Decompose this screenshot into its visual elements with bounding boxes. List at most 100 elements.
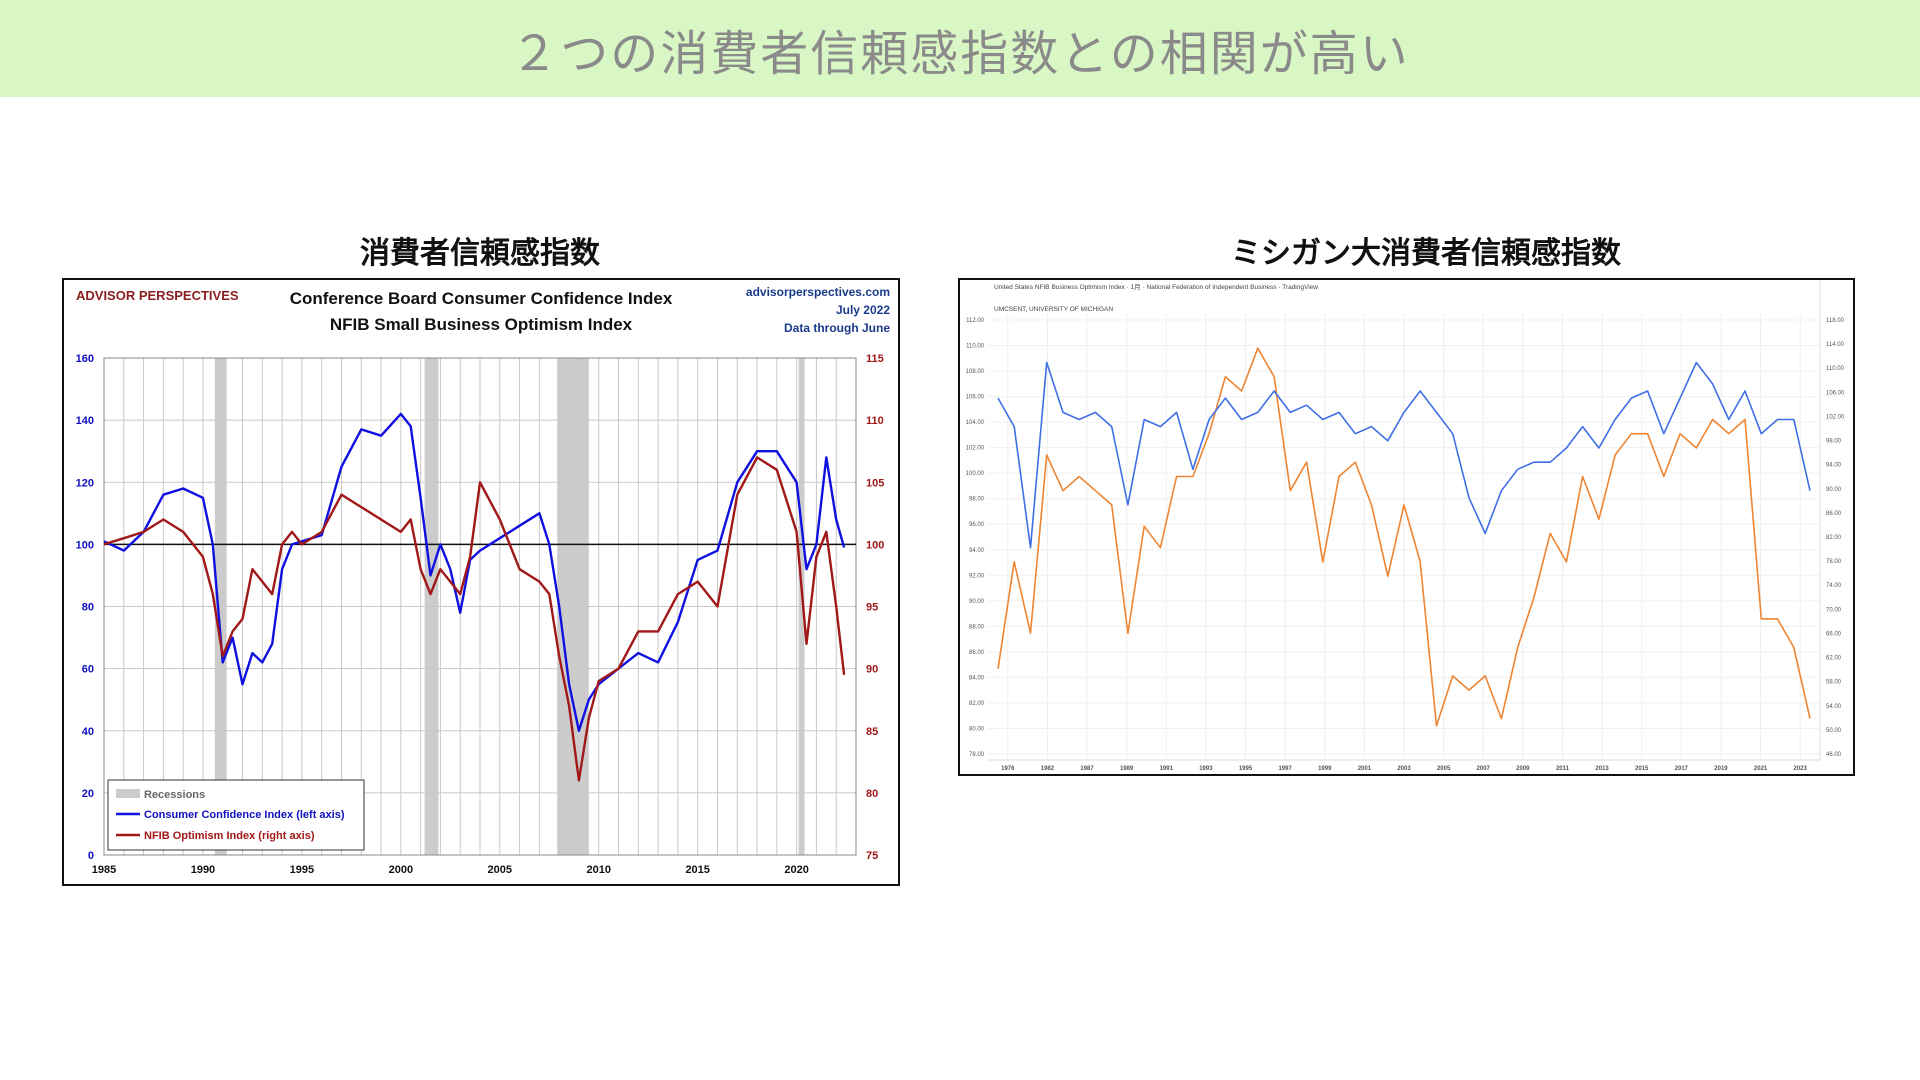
x-axis-tick-label: 1991	[1160, 766, 1174, 772]
right-axis-tick-label: 46.00	[1826, 752, 1842, 758]
right-axis-tick-label: 98.00	[1826, 439, 1842, 445]
x-axis-tick-label: 2007	[1477, 766, 1491, 772]
right-axis-tick-label: 75	[866, 850, 878, 862]
right-axis-tick-label: 110.00	[1826, 366, 1845, 372]
legend-nfib-label: NFIB Optimism Index (right axis)	[144, 830, 315, 842]
chart-title: Conference Board Consumer Confidence Ind…	[290, 289, 673, 308]
x-axis-tick-label: 2015	[1635, 766, 1649, 772]
title-banner: ２つの消費者信頼感指数との相関が高い	[0, 0, 1920, 97]
left-axis-tick-label: 100.00	[966, 471, 985, 477]
conference-board-chart-svg: 0 20 40 60 80 100 120 140 160 75 80 85 90 95 100 105 110…	[76, 285, 891, 876]
nfib-optimism-line	[103, 456, 846, 782]
x-axis-tick-label: 1985	[92, 864, 116, 876]
source-label: advisorperspectives.com	[746, 285, 890, 299]
right-panel-title: ミシガン大消費者信頼感指数	[1231, 236, 1621, 271]
nfib-business-optimism-line	[997, 361, 1811, 549]
left-axis-tick-label: 86.00	[969, 650, 985, 656]
data-through-label: Data through June	[784, 321, 890, 335]
right-axis-tick-label: 110	[866, 415, 884, 427]
left-axis-tick-label: 60	[82, 664, 94, 676]
legend-recessions-label: Recessions	[144, 789, 205, 801]
x-axis-tick-label: 1976	[1001, 766, 1015, 772]
x-axis-tick-label: 1982	[1041, 766, 1055, 772]
plot-frame	[103, 357, 857, 856]
left-axis-tick-label: 92.00	[969, 573, 985, 579]
x-axis-tick-label: 2000	[389, 864, 413, 876]
right-axis-tick-label: 106.00	[1826, 390, 1845, 396]
left-axis-tick-label: 96.00	[969, 522, 985, 528]
x-axis-tick-label: 1987	[1080, 766, 1094, 772]
left-axis-tick-label: 110.00	[966, 344, 985, 350]
left-axis-tick-label: 88.00	[969, 624, 985, 630]
left-axis-tick-label: 90.00	[969, 599, 985, 605]
left-axis-tick-label: 120	[76, 477, 94, 489]
left-axis-tick-label: 20	[82, 788, 94, 800]
x-axis-tick-label: 2023	[1794, 766, 1808, 772]
left-axis-tick-label: 100	[76, 539, 94, 551]
left-axis-tick-label: 80.00	[969, 726, 985, 732]
left-axis-tick-label: 80	[82, 602, 94, 614]
right-axis-tick-label: 90	[866, 664, 878, 676]
x-axis-tick-label: 1990	[191, 864, 215, 876]
left-axis-tick-label: 84.00	[969, 675, 985, 681]
x-axis-tick-label: 2015	[685, 864, 709, 876]
conference-board-chart: 0 20 40 60 80 100 120 140 160 75 80 85 90 95 100 105 110…	[62, 278, 900, 886]
x-axis-tick-label: 2019	[1714, 766, 1728, 772]
x-axis-tick-label: 2009	[1516, 766, 1530, 772]
x-axis-tick-label: 1993	[1199, 766, 1213, 772]
x-axis-tick-label: 1999	[1318, 766, 1332, 772]
right-axis-tick-label: 102.00	[1826, 414, 1845, 420]
x-axis-tick-label: 1989	[1120, 766, 1134, 772]
tv-header-line2: UMCSENT, UNIVERSITY OF MICHIGAN	[994, 306, 1113, 313]
x-axis-tick-label: 2011	[1556, 766, 1570, 772]
slide-title: ２つの消費者信頼感指数との相関が高い	[510, 25, 1410, 82]
left-axis-tick-label: 94.00	[969, 548, 985, 554]
left-axis-tick-label: 104.00	[966, 420, 985, 426]
date-label: July 2022	[836, 303, 890, 317]
left-axis-tick-label: 78.00	[969, 752, 985, 758]
chart-subtitle: NFIB Small Business Optimism Index	[330, 315, 633, 334]
brand-logo-text: ADVISOR PERSPECTIVES	[76, 288, 239, 303]
tradingview-chart-svg: 1976 1982 1987 1989 1991 1993 1995 1997 1999 2001…	[966, 280, 1845, 772]
left-axis-tick-label: 112.00	[966, 318, 985, 324]
right-axis-tick-label: 115	[866, 353, 884, 365]
right-axis-tick-label: 78.00	[1826, 559, 1842, 565]
left-axis-tick-label: 102.00	[966, 446, 985, 452]
legend-box	[107, 779, 365, 851]
x-axis-tick-label: 2020	[784, 864, 808, 876]
right-axis-tick-label: 94.00	[1826, 463, 1842, 469]
consumer-confidence-line	[103, 412, 846, 732]
tradingview-chart: 1976 1982 1987 1989 1991 1993 1995 1997 1999 2001…	[958, 278, 1855, 776]
left-axis-tick-label: 106.00	[966, 395, 985, 401]
legend-consumer-confidence-label: Consumer Confidence Index (left axis)	[144, 809, 345, 821]
right-axis-tick-label: 54.00	[1826, 704, 1842, 710]
right-axis-tick-label: 85	[866, 726, 878, 738]
right-axis-tick-label: 82.00	[1826, 535, 1842, 541]
x-axis-tick-label: 2003	[1397, 766, 1411, 772]
x-axis-tick-label: 2017	[1675, 766, 1689, 772]
right-axis-tick-label: 80	[866, 788, 878, 800]
tv-header-line1: United States NFIB Business Optimism Ind…	[994, 283, 1318, 291]
right-axis-tick-label: 90.00	[1826, 487, 1842, 493]
x-axis-tick-label: 2013	[1595, 766, 1609, 772]
left-axis-tick-label: 160	[76, 353, 94, 365]
right-axis-tick-label: 70.00	[1826, 607, 1842, 613]
legend-recession-swatch	[116, 789, 140, 798]
left-axis-tick-label: 82.00	[969, 701, 985, 707]
right-axis-tick-label: 74.00	[1826, 583, 1842, 589]
right-axis-tick-label: 114.00	[1826, 342, 1845, 348]
right-axis-tick-label: 86.00	[1826, 511, 1842, 517]
left-axis-tick-label: 140	[76, 415, 94, 427]
right-axis-tick-label: 118.00	[1826, 318, 1845, 324]
left-axis-tick-label: 108.00	[966, 369, 985, 375]
x-axis-tick-label: 1995	[1239, 766, 1253, 772]
umich-sentiment-line	[997, 347, 1811, 727]
left-panel-title: 消費者信頼感指数	[360, 236, 600, 271]
left-axis-tick-label: 98.00	[969, 497, 985, 503]
x-axis-tick-label: 2021	[1754, 766, 1768, 772]
left-axis-tick-label: 40	[82, 726, 94, 738]
right-axis-tick-label: 105	[866, 477, 884, 489]
left-axis-tick-label: 0	[88, 850, 94, 862]
right-axis-tick-label: 58.00	[1826, 680, 1842, 686]
x-axis-tick-label: 2010	[586, 864, 610, 876]
